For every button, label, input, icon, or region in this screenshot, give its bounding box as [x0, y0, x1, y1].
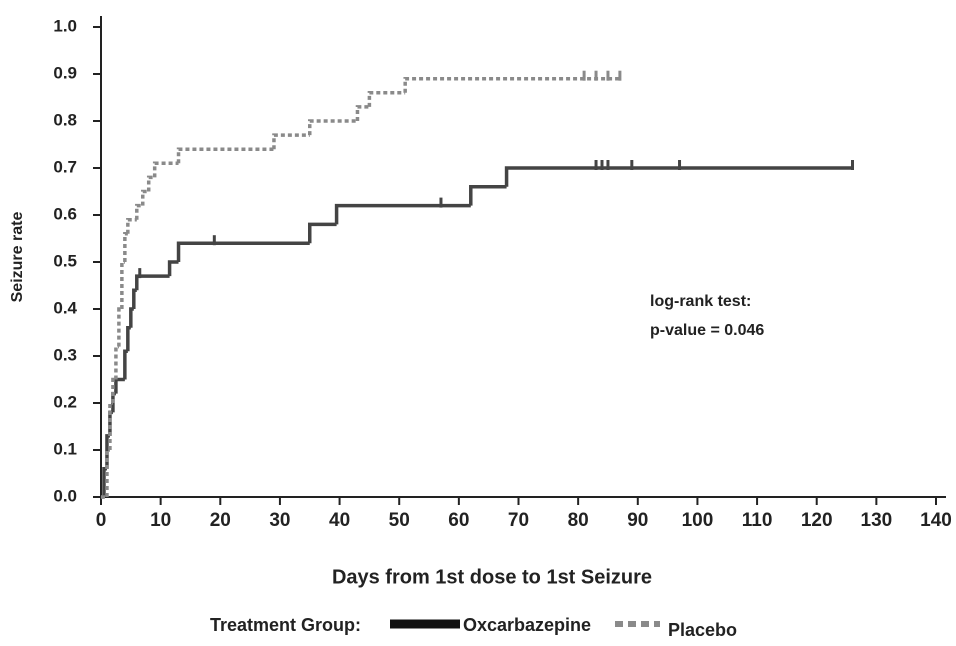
legend-label: Oxcarbazepine	[463, 615, 591, 635]
step-segment	[132, 288, 137, 309]
annotation: log-rank test:	[650, 293, 751, 310]
x-tick-label: 120	[801, 510, 833, 531]
y-tick-label: 0.8	[53, 110, 77, 129]
x-tick-label: 20	[210, 510, 231, 531]
step-segment	[176, 241, 310, 262]
y-tick-label: 0.9	[53, 63, 77, 82]
x-tick-label: 90	[627, 510, 648, 531]
x-tick-label: 70	[508, 510, 529, 531]
step-segment	[117, 307, 122, 347]
x-tick-label: 30	[269, 510, 290, 531]
x-tick-label: 40	[329, 510, 350, 531]
step-segment	[129, 307, 134, 328]
step-segment	[334, 203, 471, 225]
step-segment	[272, 133, 310, 150]
y-tick-label: 0.0	[53, 486, 77, 505]
step-segment	[308, 119, 358, 136]
y-tick-label: 0.6	[53, 204, 77, 223]
step-segment	[308, 222, 337, 244]
x-tick-label: 60	[448, 510, 469, 531]
step-segment	[114, 377, 125, 394]
y-tick-label: 0.1	[53, 439, 77, 458]
annotation: p-value = 0.046	[650, 322, 764, 339]
step-segment	[135, 274, 170, 291]
x-tick-label: 140	[920, 510, 952, 531]
step-segment	[176, 147, 274, 164]
step-segment	[469, 185, 507, 206]
step-segment	[355, 105, 370, 121]
step-segment	[126, 217, 137, 234]
step-segment	[114, 344, 119, 380]
x-axis-title: Days from 1st dose to 1st Seizure	[332, 566, 652, 588]
x-tick-label: 80	[568, 510, 589, 531]
step-segment	[108, 401, 113, 450]
step-segment	[152, 161, 179, 178]
x-tick-label: 10	[150, 510, 171, 531]
step-segment	[111, 377, 116, 403]
legend-title: Treatment Group:	[210, 615, 361, 635]
step-segment	[120, 260, 125, 309]
step-segment	[105, 448, 110, 497]
y-axis-title: Seizure rate	[9, 212, 26, 303]
y-tick-label: 0.7	[53, 157, 77, 176]
x-tick-label: 50	[389, 510, 410, 531]
step-segment	[504, 166, 853, 187]
x-tick-label: 0	[96, 510, 107, 531]
step-segment	[135, 203, 143, 220]
x-tick-label: 130	[861, 510, 893, 531]
step-segment	[167, 260, 179, 277]
x-tick-label: 110	[742, 510, 773, 531]
step-segment	[367, 91, 406, 107]
step-segment	[141, 189, 149, 206]
step-segment	[146, 175, 155, 192]
step-segment	[403, 76, 620, 93]
legend-label: Placebo	[668, 620, 737, 640]
x-tick-label: 100	[682, 510, 714, 531]
step-segment	[126, 326, 131, 352]
y-tick-label: 0.2	[53, 392, 77, 411]
y-tick-label: 0.4	[53, 298, 77, 317]
step-segment	[123, 232, 128, 262]
y-tick-label: 1.0	[53, 16, 77, 35]
y-tick-label: 0.5	[53, 251, 77, 270]
step-segment	[123, 349, 128, 380]
y-tick-label: 0.3	[53, 345, 77, 364]
